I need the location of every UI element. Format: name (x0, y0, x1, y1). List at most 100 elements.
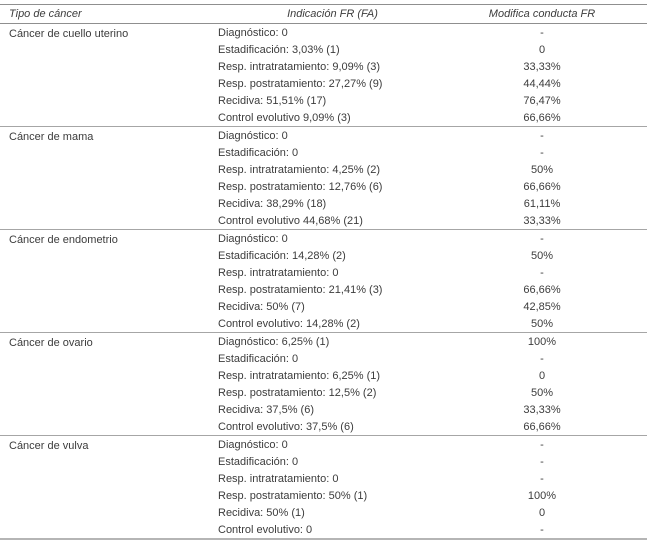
table-row: Cáncer de vulva Diagnóstico: 0 - (0, 436, 647, 454)
table-row: Recidiva: 51,51% (17) 76,47% (0, 92, 647, 109)
table-row: Resp. postratamiento: 50% (1) 100% (0, 487, 647, 504)
modifies-conduct-cell: 33,33% (523, 60, 561, 73)
table-row: Cáncer de endometrio Diagnóstico: 0 - (0, 230, 647, 248)
table-row: Resp. intratratamiento: 0 - (0, 470, 647, 487)
modifies-conduct-cell: 66,66% (523, 283, 561, 296)
table-row: Recidiva: 50% (1) 0 (0, 504, 647, 521)
table-row: Resp. postratamiento: 12,5% (2) 50% (0, 384, 647, 401)
indication-cell: Diagnóstico: 0 (218, 26, 288, 39)
table-row: Control evolutivo 9,09% (3) 66,66% (0, 109, 647, 127)
modifies-conduct-cell: - (540, 266, 544, 279)
indication-cell: Diagnóstico: 6,25% (1) (218, 335, 330, 348)
table-row: Cáncer de ovario Diagnóstico: 6,25% (1) 1… (0, 333, 647, 351)
indication-cell: Resp. postratamiento: 50% (1) (218, 489, 368, 502)
indication-cell: Recidiva: 51,51% (17) (218, 94, 327, 107)
modifies-conduct-cell: - (540, 523, 544, 536)
table-row: Control evolutivo 44,68% (21) 33,33% (0, 212, 647, 230)
indication-cell: Control evolutivo: 14,28% (2) (218, 317, 360, 330)
modifies-conduct-cell: 0 (538, 506, 546, 519)
table-row: Resp. postratamiento: 21,41% (3) 66,66% (0, 281, 647, 298)
indication-cell: Estadificación: 0 (218, 352, 299, 365)
modifies-conduct-cell: 0 (538, 369, 546, 382)
modifies-conduct-cell: 0 (538, 43, 546, 56)
column-header-modifies-conduct: Modifica conducta FR (455, 4, 647, 24)
indication-cell: Resp. intratratamiento: 6,25% (1) (218, 369, 381, 382)
table-row: Resp. postratamiento: 12,76% (6) 66,66% (0, 178, 647, 195)
indication-cell: Control evolutivo: 0 (218, 523, 313, 536)
modifies-conduct-cell: 76,47% (523, 94, 561, 107)
table-row: Cáncer de mama Diagnóstico: 0 - (0, 127, 647, 145)
table-row: Estadificación: 0 - (0, 350, 647, 367)
modifies-conduct-cell: 50% (530, 163, 554, 176)
modifies-conduct-cell: 44,44% (523, 77, 561, 90)
indication-cell: Estadificación: 14,28% (2) (218, 249, 346, 262)
indication-cell: Resp. intratratamiento: 4,25% (2) (218, 163, 381, 176)
modifies-conduct-cell: 61,11% (523, 197, 561, 210)
modifies-conduct-cell: - (540, 146, 544, 159)
table-row: Recidiva: 38,29% (18) 61,11% (0, 195, 647, 212)
indication-cell: Control evolutivo 44,68% (21) (218, 214, 363, 227)
modifies-conduct-cell: 100% (527, 489, 557, 502)
modifies-conduct-cell: - (540, 455, 544, 468)
table-row: Resp. intratratamiento: 4,25% (2) 50% (0, 161, 647, 178)
indication-cell: Resp. intratratamiento: 0 (218, 472, 339, 485)
cancer-type-group: Cáncer de endometrio Diagnóstico: 0 - Est… (0, 229, 647, 333)
table-row: Resp. postratamiento: 27,27% (9) 44,44% (0, 75, 647, 92)
column-header-indication: Indicación FR (FA) (210, 4, 455, 24)
cancer-type-group: Cáncer de ovario Diagnóstico: 6,25% (1) 1… (0, 332, 647, 436)
table-row: Estadificación: 0 - (0, 453, 647, 470)
table-row: Resp. intratratamiento: 9,09% (3) 33,33% (0, 58, 647, 75)
modifies-conduct-cell: 66,66% (523, 180, 561, 193)
indication-cell: Estadificación: 0 (218, 455, 299, 468)
table-row: Resp. intratratamiento: 6,25% (1) 0 (0, 367, 647, 384)
indication-cell: Recidiva: 37,5% (6) (218, 403, 314, 416)
indication-cell: Resp. intratratamiento: 9,09% (3) (218, 60, 381, 73)
indication-cell: Recidiva: 50% (1) (218, 506, 305, 519)
modifies-conduct-cell: - (540, 129, 544, 142)
cancer-type-label: Cáncer de cuello uterino (9, 28, 129, 40)
cancer-type-group: Cáncer de cuello uterino Diagnóstico: 0 -… (0, 23, 647, 127)
modifies-conduct-cell: - (540, 472, 544, 485)
table-row: Estadificación: 0 - (0, 144, 647, 161)
indication-cell: Resp. postratamiento: 27,27% (9) (218, 77, 383, 90)
modifies-conduct-cell: 66,66% (523, 111, 561, 124)
indication-cell: Resp. postratamiento: 12,5% (2) (218, 386, 377, 399)
cancer-type-label: Cáncer de mama (9, 131, 94, 143)
modifies-conduct-cell: 50% (530, 317, 554, 330)
modifies-conduct-cell: - (540, 438, 544, 451)
header-row: Tipo de cáncer Indicación FR (FA) Modifi… (0, 4, 647, 24)
table-row: Estadificación: 14,28% (2) 50% (0, 247, 647, 264)
modifies-conduct-cell: 100% (527, 335, 557, 348)
indication-cell: Resp. postratamiento: 12,76% (6) (218, 180, 383, 193)
cancer-type-group: Cáncer de vulva Diagnóstico: 0 - Estadifi… (0, 435, 647, 540)
modifies-conduct-cell: 66,66% (523, 420, 561, 433)
cancer-type-label: Cáncer de endometrio (9, 234, 118, 246)
modifies-conduct-cell: - (540, 352, 544, 365)
table-row: Control evolutivo: 37,5% (6) 66,66% (0, 418, 647, 436)
modifies-conduct-cell: - (540, 232, 544, 245)
indication-cell: Diagnóstico: 0 (218, 129, 288, 142)
indication-cell: Control evolutivo: 37,5% (6) (218, 420, 354, 433)
indication-cell: Resp. intratratamiento: 0 (218, 266, 339, 279)
indication-cell: Diagnóstico: 0 (218, 232, 288, 245)
cancer-type-label: Cáncer de ovario (9, 337, 93, 349)
table-row: Estadificación: 3,03% (1) 0 (0, 41, 647, 58)
table-row: Resp. intratratamiento: 0 - (0, 264, 647, 281)
cancer-type-label: Cáncer de vulva (9, 440, 89, 452)
modifies-conduct-cell: 42,85% (523, 300, 561, 313)
modifies-conduct-cell: 50% (530, 249, 554, 262)
table-header: Tipo de cáncer Indicación FR (FA) Modifi… (0, 4, 647, 24)
indication-cell: Diagnóstico: 0 (218, 438, 288, 451)
table-row: Cáncer de cuello uterino Diagnóstico: 0 - (0, 24, 647, 42)
modifies-conduct-cell: - (540, 26, 544, 39)
modifies-conduct-cell: 33,33% (523, 214, 561, 227)
table-row: Control evolutivo: 0 - (0, 521, 647, 539)
table-row: Recidiva: 50% (7) 42,85% (0, 298, 647, 315)
indication-cell: Resp. postratamiento: 21,41% (3) (218, 283, 383, 296)
indication-cell: Control evolutivo 9,09% (3) (218, 111, 351, 124)
table-row: Recidiva: 37,5% (6) 33,33% (0, 401, 647, 418)
indication-cell: Recidiva: 50% (7) (218, 300, 305, 313)
modifies-conduct-cell: 50% (530, 386, 554, 399)
indication-cell: Recidiva: 38,29% (18) (218, 197, 327, 210)
